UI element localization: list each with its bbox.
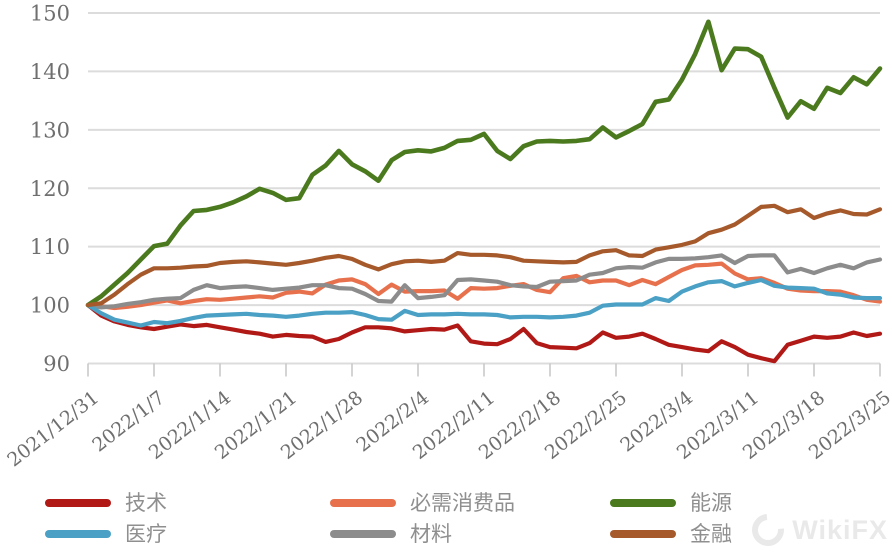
legend-item-materials: 材料 [330,523,610,545]
legend-swatch-energy [610,499,676,507]
y-tick-label-150: 150 [30,2,70,26]
legend-label-healthcare: 医疗 [125,522,167,546]
x-tick-label-2021-12-31: 2021/12/31 [3,387,103,472]
y-tick-label-110: 110 [30,235,70,259]
chart-legend: 技术 医疗 必需消费品 材料 能源 金融 [0,492,892,545]
y-tick-label-90: 90 [43,352,70,376]
series-line-consumer-staples [85,261,883,311]
legend-item-tech: 技术 [45,492,330,514]
series-line-financials [85,203,883,308]
legend-item-healthcare: 医疗 [45,523,330,545]
legend-item-consumer-staples: 必需消费品 [330,492,610,514]
series-line-healthcare [85,277,883,328]
legend-label-consumer-staples: 必需消费品 [410,491,515,515]
legend-item-financials: 金融 [610,523,892,545]
legend-item-energy: 能源 [610,492,892,514]
legend-label-materials: 材料 [410,522,452,546]
legend-swatch-consumer-staples [330,499,396,507]
series-line-tech [85,303,883,364]
series-line-energy [85,19,883,308]
y-tick-label-140: 140 [30,60,70,84]
legend-swatch-materials [330,530,396,538]
legend-label-tech: 技术 [125,491,167,515]
y-tick-label-130: 130 [30,118,70,142]
legend-label-energy: 能源 [690,491,732,515]
legend-label-financials: 金融 [690,522,732,546]
series-line-materials [85,253,883,310]
chart-plot-area: 901001101201301401502021/12/312022/1/720… [3,2,892,472]
legend-swatch-financials [610,530,676,538]
y-tick-label-100: 100 [30,294,70,318]
legend-swatch-healthcare [45,530,111,538]
y-tick-label-120: 120 [30,177,70,201]
legend-swatch-tech [45,499,111,507]
